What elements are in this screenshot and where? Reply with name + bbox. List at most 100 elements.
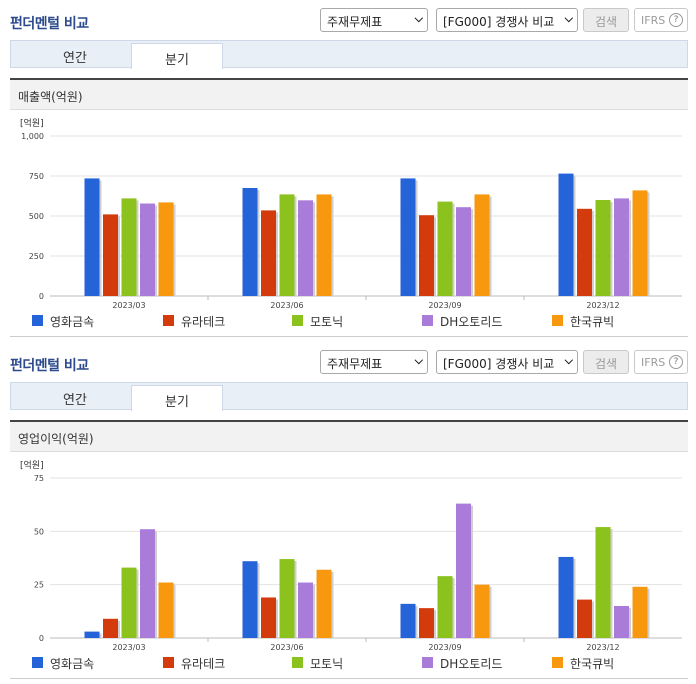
peer-group-value: [FG000] 경쟁사 비교 [443,357,555,371]
bar[interactable] [298,582,313,638]
section-header: 영업이익(억원) [10,420,688,452]
bar[interactable] [595,527,611,638]
statement-type-select[interactable]: 주재무제표 ⌵ [320,8,428,32]
statement-type-select[interactable]: 주재무제표 ⌵ [320,350,428,374]
panel-toolbar: 펀더멘털 비교 주재무제표 ⌵ [FG000] 경쟁사 비교 ⌵ 검색 IFRS? [0,342,696,382]
fundamental-panel-operating-profit: 펀더멘털 비교 주재무제표 ⌵ [FG000] 경쟁사 비교 ⌵ 검색 IFRS? … [0,342,696,684]
panel-title: 펀더멘털 비교 [10,358,89,374]
bar[interactable] [279,194,295,296]
help-icon: ? [669,355,683,369]
bar[interactable] [474,194,490,296]
bar[interactable] [400,178,416,296]
tab-quarter[interactable]: 분기 [131,43,223,69]
x-tick-label: 2023/12 [586,643,619,652]
chart-legend: 영화금속 유라테크 모토닉 DH오토리드 한국큐빅 [10,312,688,330]
x-tick-label: 2023/06 [270,643,303,652]
operating-profit-bar-chart: [억원] 0 25 50 75 2023/03 2023/06 2023/09 2023/12 [20,459,682,652]
y-tick-label: 75 [34,474,44,483]
statement-type-value: 주재무제표 [327,15,383,29]
tab-annual[interactable]: 연간 [63,51,87,66]
bar[interactable] [158,582,174,638]
bar[interactable] [558,556,574,638]
y-tick-label: 50 [34,527,44,536]
ifrs-label: IFRS [641,356,666,369]
panel-title: 펀더멘털 비교 [10,16,89,32]
divider [10,678,688,679]
legend-swatch [422,315,433,326]
bar[interactable] [400,603,416,638]
help-icon: ? [669,13,683,27]
bar[interactable] [242,188,258,296]
bar[interactable] [158,202,174,296]
legend-swatch [32,657,43,668]
y-tick-label: 500 [29,212,44,221]
fundamental-panel-sales: 펀더멘털 비교 주재무제표 ⌵ [FG000] 경쟁사 비교 ⌵ 검색 IFRS? … [10,8,688,337]
bar[interactable] [103,618,118,638]
bar[interactable] [632,586,648,638]
search-button[interactable]: 검색 [583,350,629,374]
bar[interactable] [577,208,592,296]
sales-bar-chart: [억원] 0 250 500 750 1,000 2023/03 2023/06 2023/09… [20,117,682,310]
bar[interactable] [595,200,611,296]
ifrs-label: IFRS [641,14,666,27]
bar[interactable] [242,561,258,638]
peer-group-select[interactable]: [FG000] 경쟁사 비교 ⌵ [436,350,578,374]
bar[interactable] [614,606,629,638]
bar[interactable] [316,194,332,296]
peer-group-value: [FG000] 경쟁사 비교 [443,15,555,29]
chart-legend: 영화금속 유라테크 모토닉 DH오토리드 한국큐빅 [10,654,688,672]
legend-label: 한국큐빅 [570,657,615,671]
bar[interactable] [456,207,471,296]
legend-swatch [552,657,563,668]
chevron-down-icon: ⌵ [564,12,573,25]
unit-label: [억원] [20,117,44,129]
bar[interactable] [84,631,100,638]
bar[interactable] [456,503,471,638]
legend-swatch [422,657,433,668]
legend-label: 유라테크 [181,657,226,671]
bar[interactable] [121,567,137,638]
bar[interactable] [474,584,490,638]
bar[interactable] [437,201,453,296]
bar[interactable] [261,597,276,638]
tab-quarter[interactable]: 분기 [131,385,223,411]
bar[interactable] [140,529,155,638]
section-title: 영업이익(억원) [18,432,94,446]
tab-annual[interactable]: 연간 [63,393,87,408]
chevron-down-icon: ⌵ [564,354,573,367]
legend-label: 한국큐빅 [570,315,615,329]
bar[interactable] [558,173,574,296]
ifrs-button[interactable]: IFRS? [634,350,688,374]
bar[interactable] [419,608,434,638]
chevron-down-icon: ⌵ [414,12,423,25]
bar[interactable] [279,559,295,638]
legend-label: DH오토리드 [440,657,503,671]
bar[interactable] [103,214,118,296]
bar[interactable] [121,198,137,296]
bar[interactable] [577,599,592,638]
ifrs-button[interactable]: IFRS? [634,8,688,32]
y-tick-label: 250 [29,252,44,261]
legend-swatch [552,315,563,326]
bar[interactable] [298,200,313,296]
bar[interactable] [316,569,332,638]
peer-group-select[interactable]: [FG000] 경쟁사 비교 ⌵ [436,8,578,32]
x-tick-label: 2023/03 [112,301,145,310]
bar[interactable] [437,576,453,638]
bar[interactable] [261,210,276,296]
legend-label: 영화금속 [50,657,95,671]
divider [10,336,688,337]
statement-type-value: 주재무제표 [327,357,383,371]
y-tick-label: 0 [39,292,44,301]
legend-label: 모토닉 [310,315,344,329]
section-header: 매출액(억원) [10,78,688,110]
bar[interactable] [419,215,434,296]
period-tabs: 연간 분기 [10,40,688,69]
legend-swatch [163,657,174,668]
search-button[interactable]: 검색 [583,8,629,32]
bar[interactable] [140,203,155,296]
bar[interactable] [84,178,100,296]
bar[interactable] [614,198,629,296]
x-tick-label: 2023/09 [428,301,461,310]
bar[interactable] [632,190,648,296]
